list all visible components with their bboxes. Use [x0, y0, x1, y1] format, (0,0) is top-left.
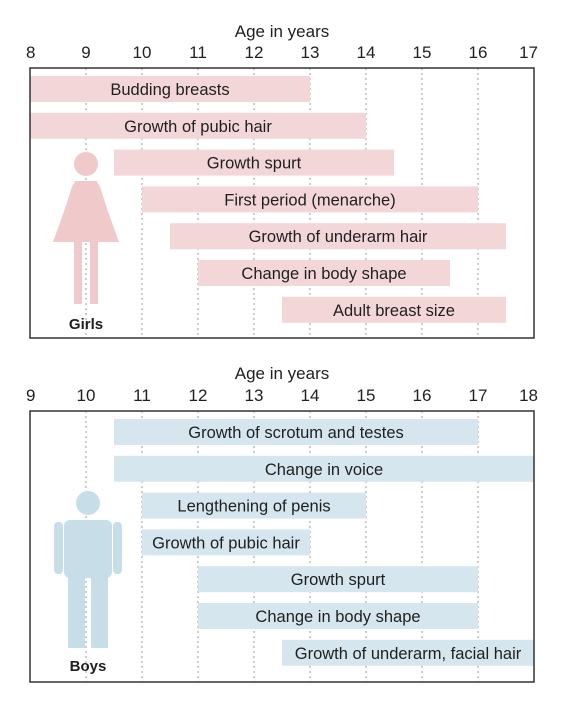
boys-bar: [142, 529, 310, 556]
boys-tick-label: 9: [26, 386, 35, 405]
boys-tick-label: 16: [413, 386, 432, 405]
girls-bar-label: Adult breast size: [333, 302, 455, 320]
boys-plot-frame: [29, 410, 535, 683]
girls-bar: [30, 76, 310, 102]
boys-tick-label: 18: [519, 386, 538, 405]
boys-bar: [142, 492, 366, 519]
girls-bar: [282, 296, 506, 323]
boys-bar: [282, 639, 534, 666]
girls-tick-label: 12: [245, 43, 264, 62]
boys-bar-label: Growth of pubic hair: [152, 534, 300, 552]
boys-bar-label: Growth spurt: [291, 571, 386, 589]
girls-bar: [198, 260, 450, 286]
boys-tick-label: 17: [469, 386, 488, 405]
boys-tick-label: 11: [133, 386, 151, 405]
girls-bar-label: Change in body shape: [241, 265, 406, 283]
girls-tick-label: 14: [357, 43, 376, 62]
boys-bar-label: Lengthening of penis: [177, 498, 330, 516]
girls-bar: [170, 223, 506, 250]
girls-chart: Age in years 8 9 10 11 12 13 14 15 16 17 Budding b…: [26, 22, 538, 339]
girls-bar-label: Growth of pubic hair: [124, 118, 272, 136]
girls-bar-label: Growth spurt: [207, 155, 302, 173]
boys-figure-label: Boys: [70, 658, 107, 675]
boys-tick-label: 10: [77, 386, 96, 405]
boys-tick-label: 13: [245, 386, 264, 405]
boys-tick-label: 15: [357, 386, 376, 405]
boys-bar: [114, 419, 478, 445]
girls-figure-label: Girls: [69, 316, 103, 333]
boys-bar-label: Growth of underarm, facial hair: [295, 645, 522, 663]
boys-bar: [198, 603, 478, 629]
girls-tick-label: 15: [413, 43, 432, 62]
girls-bar-label: Growth of underarm hair: [249, 228, 428, 246]
boys-bar-label: Change in body shape: [255, 608, 420, 626]
girls-tick-label: 9: [81, 43, 90, 62]
girls-bar-label: First period (menarche): [224, 191, 395, 209]
boys-axis-title: Age in years: [235, 364, 330, 383]
boys-tick-label: 12: [189, 386, 208, 405]
girls-bar-label: Budding breasts: [110, 81, 229, 99]
boys-bar: [114, 455, 534, 482]
girls-tick-label: 8: [26, 43, 35, 62]
boys-chart: Age in years 9 10 11 12 13 14 15 16 17 18 Growth o…: [26, 364, 538, 683]
girls-tick-label: 13: [301, 43, 320, 62]
boys-tick-label: 14: [301, 386, 320, 405]
girls-tick-label: 10: [133, 43, 152, 62]
boys-bar: [198, 566, 478, 593]
girls-bar: [142, 186, 478, 213]
boys-bar-label: Growth of scrotum and testes: [188, 424, 404, 442]
girls-axis-title: Age in years: [235, 22, 330, 41]
girls-figure-icon: [53, 152, 119, 304]
boys-figure-icon: [54, 491, 122, 648]
girls-bar: [30, 112, 366, 139]
boys-bar-label: Change in voice: [265, 461, 383, 479]
girls-tick-label: 16: [469, 43, 488, 62]
girls-bar: [114, 149, 394, 176]
girls-tick-label: 11: [189, 43, 207, 62]
girls-plot-frame: [29, 67, 535, 339]
girls-tick-label: 17: [519, 43, 538, 62]
